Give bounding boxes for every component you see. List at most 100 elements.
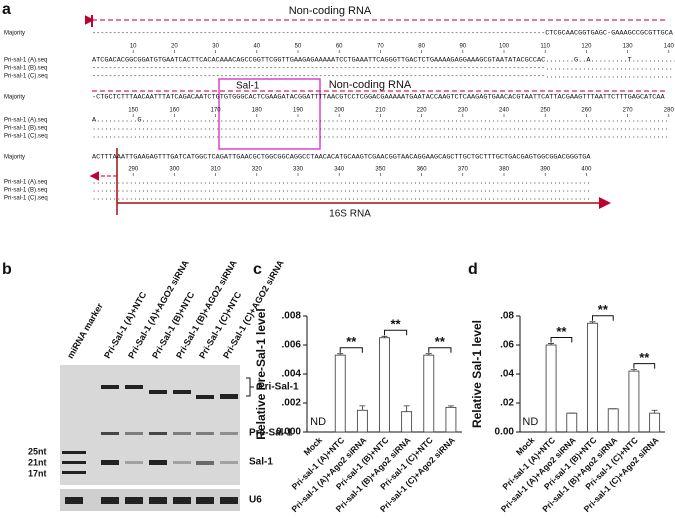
sequence: ........................................… [92, 133, 669, 140]
marker-label: 17nt [28, 468, 47, 478]
bar [334, 354, 346, 433]
panel-label: d [468, 261, 478, 278]
arrow-label: Non-coding RNA [289, 5, 372, 17]
significance-bracket [592, 315, 614, 321]
panel-b: b Pri-Sal-1 Pre-Sal-1 Sal-1 U6 25nt 21nt… [2, 261, 299, 511]
ruler-number: 60 [336, 44, 343, 50]
sequence: ........................................… [92, 187, 591, 194]
panel-label: c [253, 261, 262, 278]
majority-seq: ----------------------------------------… [92, 30, 673, 37]
y-axis-label: Relative Pre-Sal-1 level [254, 308, 268, 439]
panel-label: b [2, 261, 12, 278]
significance-label: ** [435, 334, 446, 349]
ruler-number: 380 [499, 167, 510, 173]
ruler-number: 90 [459, 44, 466, 50]
band [149, 460, 167, 465]
lane-label: Pri-Sal-1 (A)+NTC [102, 290, 149, 361]
bar [423, 354, 435, 433]
row-label: Pri-sal-1 (A).seq [4, 118, 47, 124]
band [173, 497, 191, 504]
error-bar [359, 405, 366, 411]
bar [445, 406, 457, 433]
ruler-number: 370 [458, 167, 469, 173]
ruler-number: 140 [664, 44, 675, 50]
ruler-number: 110 [540, 44, 550, 50]
band-label: Pri-Sal-1 [258, 382, 299, 393]
ruler-number: 190 [293, 108, 304, 114]
ruler-number: 300 [169, 167, 180, 173]
y-tick-label: 0.000 [276, 427, 301, 438]
band [149, 390, 167, 394]
band [149, 432, 167, 435]
row-label: Pri-sal-1 (B).seq [4, 126, 47, 132]
ruler-number: 330 [293, 167, 304, 173]
band [62, 461, 86, 464]
error-bar [589, 321, 596, 324]
ruler-number: 240 [499, 108, 510, 114]
ruler-number: 150 [128, 108, 139, 114]
significance-label: ** [639, 350, 650, 365]
highlight-box [218, 78, 321, 150]
significance-bracket [339, 347, 363, 353]
band [173, 432, 191, 435]
bar [587, 322, 598, 433]
ruler-number: 320 [252, 167, 263, 173]
sequence: A..........G............................… [92, 117, 669, 124]
bar [545, 344, 557, 433]
majority-seq: ACTTTAAATTGAAGAGTTTGATCATGGCTCAGATTGAACG… [92, 154, 591, 161]
significance-bracket [384, 329, 408, 336]
ruler-number: 10 [130, 44, 137, 50]
ruler-number: 30 [212, 44, 219, 50]
sequence: ........................................… [92, 195, 591, 202]
row-label: Majority [4, 31, 25, 37]
error-bar [630, 369, 637, 372]
band [101, 432, 119, 435]
error-bar [447, 405, 454, 408]
significance-bracket [428, 347, 452, 353]
ruler-number: 50 [295, 44, 302, 50]
bar [379, 337, 390, 433]
band [149, 497, 167, 504]
error-bar [651, 409, 658, 414]
row-label: Pri-sal-1 (C).seq [4, 134, 48, 140]
ruler-number: 270 [623, 108, 634, 114]
y-axis-label: Relative Sal-1 level [470, 320, 484, 428]
ruler-number: 70 [377, 44, 384, 50]
ruler-number: 180 [252, 108, 263, 114]
panel-a: a Non-coding RNA Sal-1 Non-coding RNA 16… [2, 1, 668, 220]
ruler-number: 130 [623, 44, 634, 50]
significance-label: ** [598, 302, 609, 317]
bracket [246, 377, 254, 397]
arrow-label: Non-coding RNA [329, 79, 412, 91]
sequence: ........................................… [92, 179, 591, 186]
band [220, 394, 238, 399]
panel-label: a [2, 1, 11, 18]
majority-seq: -CTGCTCTTTAACAATTTATCAGACAATCTGTGTGGGCAC… [92, 94, 665, 101]
band [173, 390, 191, 394]
box-label: Sal-1 [236, 81, 260, 92]
band [196, 497, 214, 504]
sequence: ----------------------------------------… [92, 73, 673, 80]
ruler-number: 260 [581, 108, 592, 114]
significance-bracket [550, 337, 573, 343]
y-tick-label: .02 [500, 398, 514, 409]
marker-label: 21nt [28, 457, 47, 467]
band-label: Sal-1 [249, 457, 273, 468]
sequence: ATCGACACGGCGGATGTGAATCACTTCACACAAACAGCCG… [92, 57, 675, 64]
row-label: Pri-sal-1 (B).seq [4, 188, 47, 194]
bar [356, 409, 368, 433]
ruler-number: 210 [375, 108, 386, 114]
error-bar [403, 405, 410, 412]
band [62, 451, 86, 454]
ruler-number: 170 [211, 108, 222, 114]
band [65, 497, 83, 504]
band [125, 497, 143, 504]
band [125, 461, 143, 464]
bar [401, 411, 413, 433]
ruler-number: 20 [171, 44, 178, 50]
y-tick-label: .06 [500, 340, 514, 351]
ruler-number: 200 [334, 108, 345, 114]
band [220, 497, 238, 504]
row-label: Majority [4, 155, 25, 161]
